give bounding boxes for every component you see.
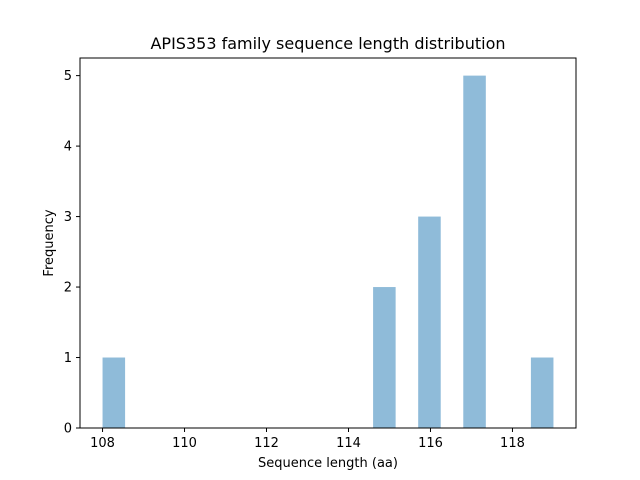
x-tick-label: 114 bbox=[336, 436, 361, 451]
y-tick-label: 5 bbox=[64, 69, 72, 84]
plot-frame bbox=[79, 57, 577, 429]
x-tick-label: 110 bbox=[172, 436, 197, 451]
x-axis-label: Sequence length (aa) bbox=[258, 456, 398, 471]
bars-group bbox=[102, 75, 554, 428]
y-axis-label: Frequency bbox=[42, 209, 57, 276]
y-tick-label: 3 bbox=[64, 210, 72, 225]
x-tick-label: 112 bbox=[254, 436, 279, 451]
y-tick-label: 2 bbox=[64, 281, 72, 296]
x-axis-ticks: 108 110 112 114 116 118 bbox=[90, 428, 525, 451]
chart-title: APIS353 family sequence length distribut… bbox=[150, 34, 505, 53]
y-axis-ticks: 0 1 2 3 4 5 bbox=[64, 69, 80, 437]
x-tick-label: 118 bbox=[500, 436, 525, 451]
x-tick-label: 108 bbox=[90, 436, 115, 451]
histogram-bar bbox=[102, 357, 126, 428]
x-tick-label: 116 bbox=[418, 436, 443, 451]
y-tick-label: 1 bbox=[64, 351, 72, 366]
y-tick-label: 0 bbox=[64, 422, 72, 437]
histogram-bar bbox=[530, 357, 554, 428]
y-tick-label: 4 bbox=[64, 140, 72, 155]
histogram-bar bbox=[418, 216, 441, 428]
histogram-bar bbox=[373, 287, 396, 428]
histogram-bar bbox=[463, 75, 486, 428]
